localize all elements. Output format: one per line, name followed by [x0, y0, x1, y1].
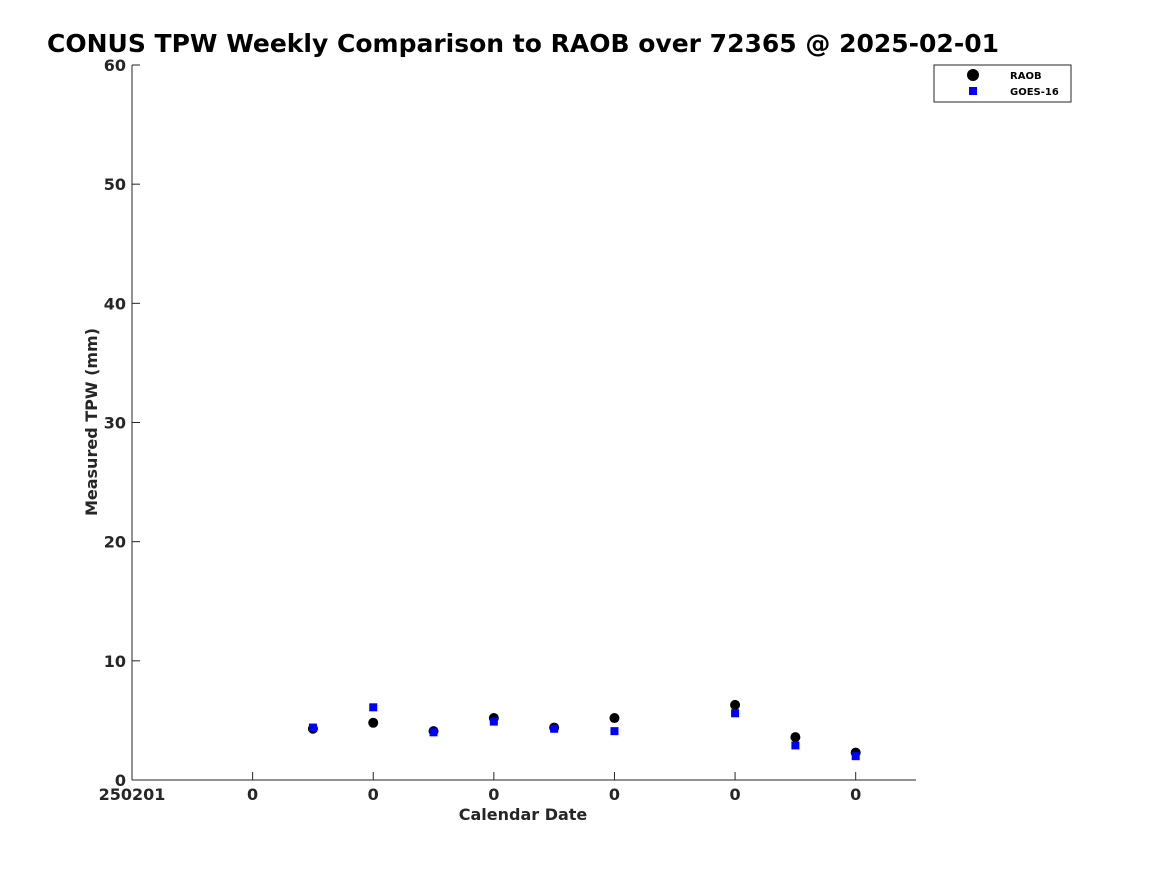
data-points	[307, 699, 861, 761]
goes-16-point	[489, 717, 498, 726]
goes-16-point	[550, 724, 559, 733]
raob-point	[730, 699, 741, 710]
legend-marker-raob	[967, 69, 979, 81]
x-tick-label: 0	[247, 785, 258, 804]
goes-16-point	[610, 727, 619, 736]
x-tick-label: 0	[609, 785, 620, 804]
legend-entries: RAOB GOES-16	[967, 69, 1059, 98]
y-tick-label: 40	[104, 294, 126, 313]
x-tick-label: 0	[368, 785, 379, 804]
x-axis-ticks: 250201 0 0 0 0 0 0	[99, 772, 861, 804]
raob-point	[790, 732, 801, 743]
y-tick-label: 0	[115, 771, 126, 790]
goes-16-point	[429, 728, 438, 737]
y-axis-label: Measured TPW (mm)	[82, 328, 101, 516]
goes-16-point	[791, 741, 800, 750]
legend-marker-goes-16	[969, 87, 977, 95]
y-tick-label: 10	[104, 652, 126, 671]
goes-16-point	[369, 703, 378, 712]
legend-box	[933, 64, 1072, 103]
y-axis-ticks: 0 10 20 30 40 50 60	[104, 56, 140, 790]
y-tick-label: 30	[104, 414, 126, 433]
goes-16-point	[308, 723, 317, 732]
x-axis-label: Calendar Date	[459, 805, 588, 824]
raob-point	[368, 717, 379, 728]
goes-16-point	[731, 709, 740, 718]
raob-point	[609, 713, 620, 724]
x-tick-label: 0	[730, 785, 741, 804]
x-tick-label: 0	[488, 785, 499, 804]
legend-label-raob: RAOB	[1010, 71, 1042, 82]
plot-axes	[131, 65, 916, 781]
x-tick-label: 0	[850, 785, 861, 804]
y-tick-label: 60	[104, 56, 126, 75]
legend: RAOB GOES-16	[933, 64, 1072, 103]
y-tick-label: 50	[104, 175, 126, 194]
chart-title: CONUS TPW Weekly Comparison to RAOB over…	[47, 29, 999, 58]
y-tick-label: 20	[104, 533, 126, 552]
goes-16-point	[851, 752, 860, 761]
legend-label-goes-16: GOES-16	[1010, 87, 1059, 98]
x-tick-label: 250201	[99, 785, 166, 804]
